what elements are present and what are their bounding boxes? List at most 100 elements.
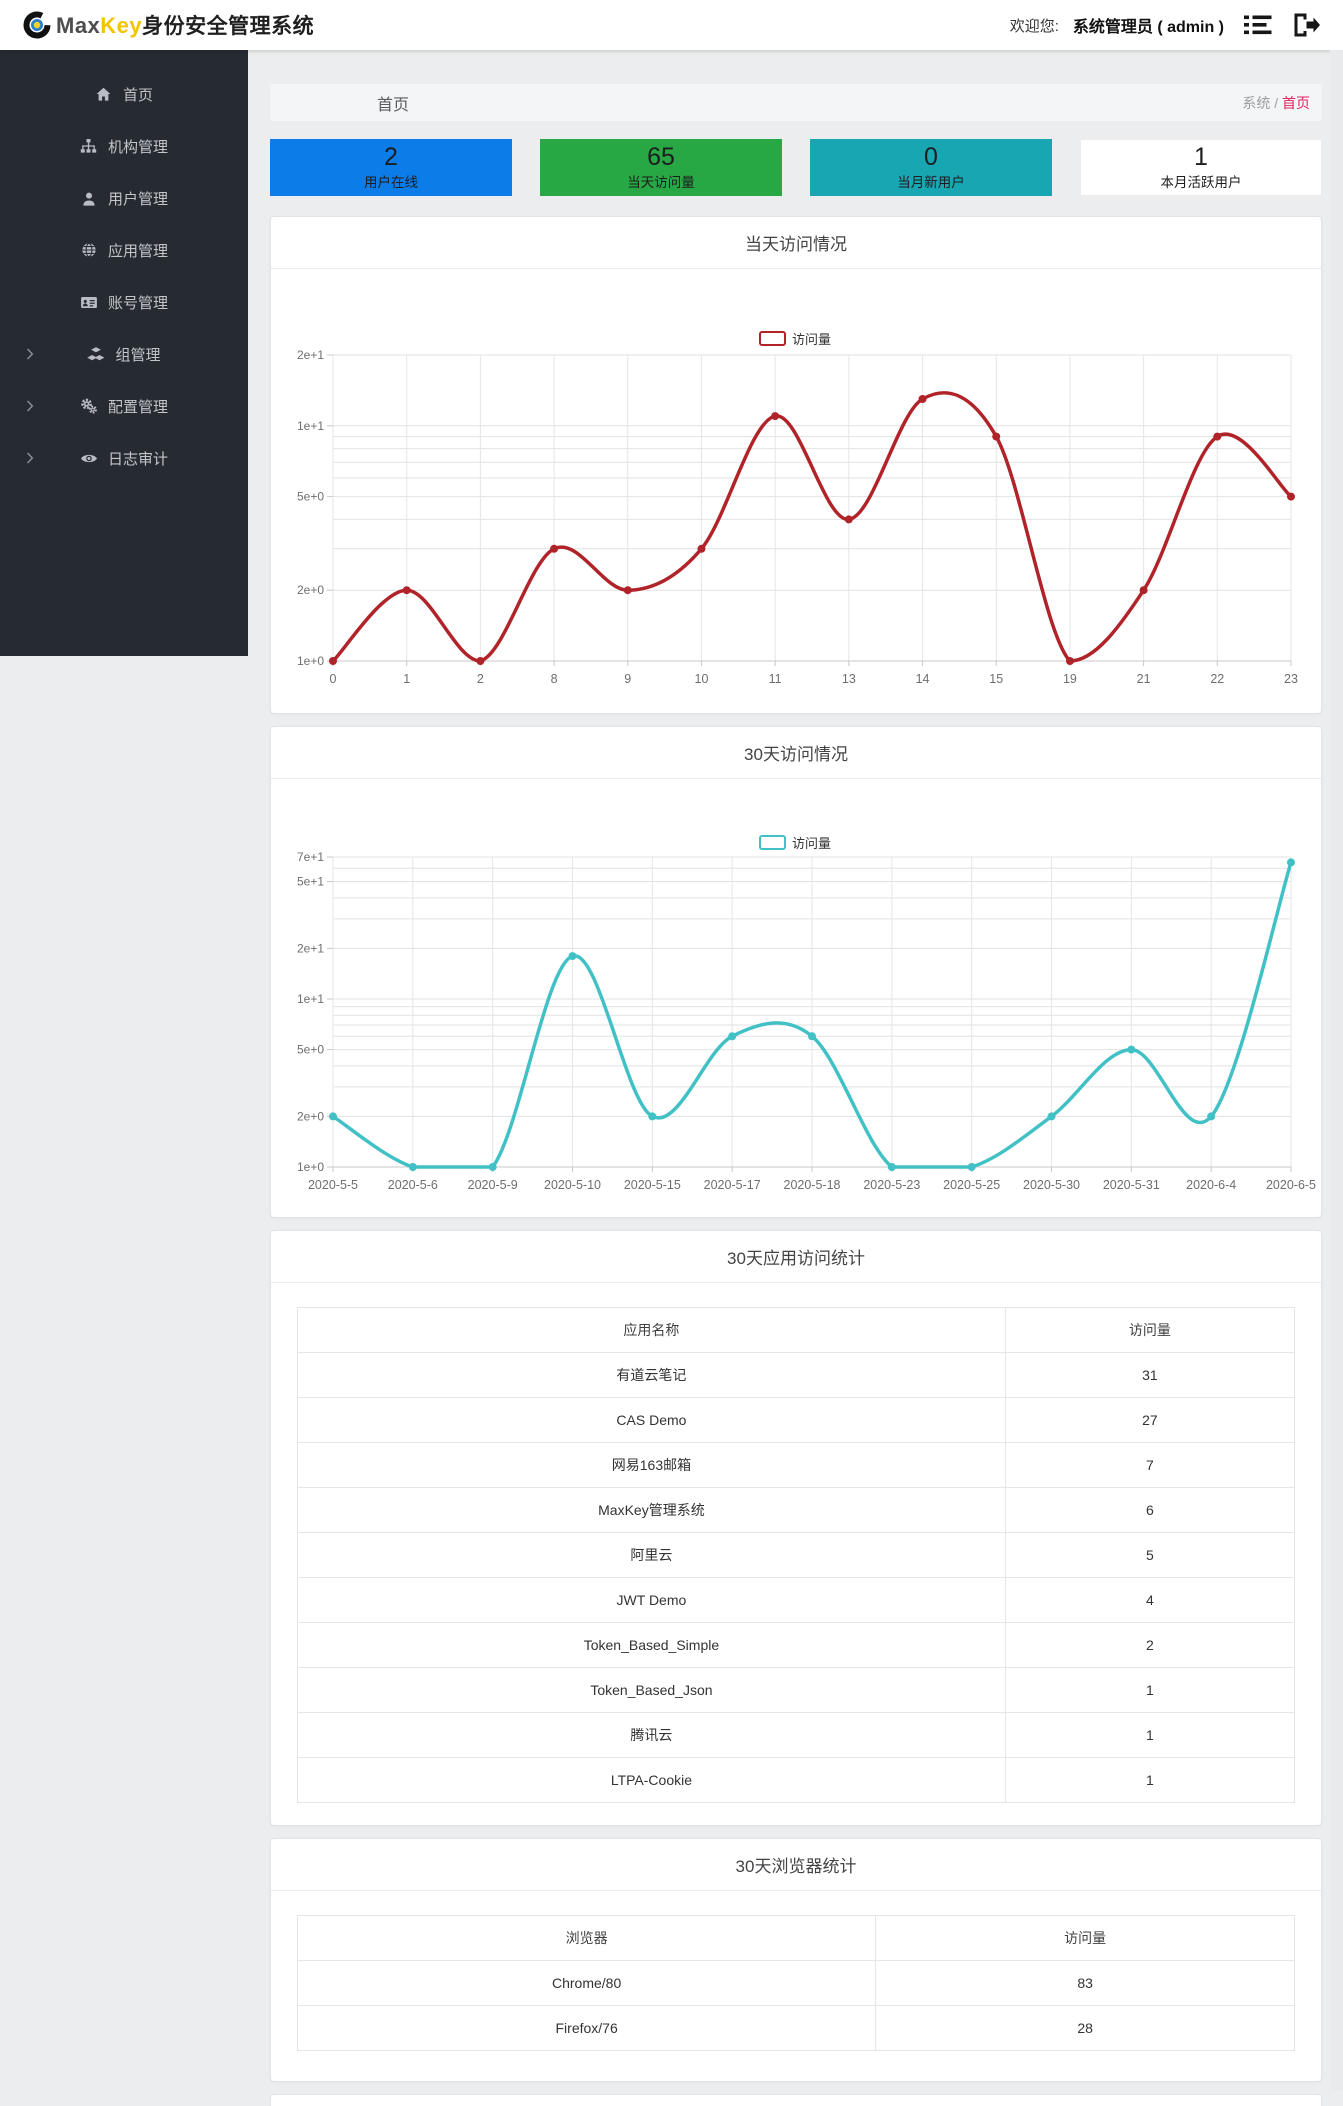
visits-cell: 7 [1004,1442,1296,1488]
data-point-marker [1127,1045,1136,1054]
sidebar-item-idcard[interactable]: 账号管理 [0,276,248,328]
table-row: 有道云笔记 31 [297,1352,1296,1398]
data-point-marker [402,586,411,595]
chart-legend[interactable]: 访问量 [759,331,831,347]
svg-text:1e+0: 1e+0 [297,654,324,668]
stat-value: 0 [924,143,938,172]
panel-app-visit-stats-title: 30天应用访问统计 [271,1231,1321,1283]
sidebar-item-user[interactable]: 用户管理 [0,172,248,224]
visits-cell: 27 [1004,1397,1296,1443]
data-point-marker [408,1163,417,1171]
svg-text:2020-5-23: 2020-5-23 [863,1178,920,1192]
stat-table: 应用名称 访问量 有道云笔记 31 CAS Demo 27 网易163邮箱 7 MaxKey管理… [297,1307,1296,1803]
maxkey-logo-icon [22,10,52,40]
name-cell: 阿里云 [297,1532,1006,1578]
name-cell: Token_Based_Json [297,1667,1006,1713]
data-point-marker [697,544,706,553]
panel-browser-stats-title: 30天浏览器统计 [271,1839,1321,1891]
panel-30day-visits: 30天访问情况 1e+0 2e+0 5e+0 1e+1 2e+1 5e+1 7e+1 2020… [270,726,1322,1218]
table-row: 阿里云 5 [297,1532,1296,1578]
svg-text:2020-5-31: 2020-5-31 [1103,1178,1160,1192]
svg-text:2020-6-4: 2020-6-4 [1186,1178,1236,1192]
data-point-marker [1287,858,1295,867]
chevron-right-icon [26,348,34,360]
list-icon[interactable] [1244,13,1272,37]
table-row: Chrome/80 83 [296,1960,1295,2006]
data-point-marker [488,1163,497,1171]
stat-cards-row: 2 用户在线 65 当天访问量 0 当月新用户 1 本月活跃用户 [270,139,1322,196]
breadcrumb-current[interactable]: 首页 [1282,94,1310,111]
svg-text:23: 23 [1284,672,1298,686]
data-point-marker [992,432,1001,441]
sidebar-item-eye[interactable]: 日志审计 [0,432,248,484]
svg-text:2e+0: 2e+0 [297,1109,324,1123]
data-point-marker [476,657,485,665]
sidebar-item-label: 组管理 [115,346,161,364]
svg-text:11: 11 [769,672,782,686]
name-cell: Token_Based_Simple [297,1622,1006,1668]
svg-text:15: 15 [989,672,1003,686]
svg-text:1: 1 [403,672,410,686]
visits-cell: 4 [1004,1577,1296,1623]
logout-icon[interactable] [1292,12,1321,38]
table-header-cell: 应用名称 [297,1307,1006,1353]
sidebar-item-label: 日志审计 [107,450,168,468]
data-point-marker [844,515,853,524]
name-cell: MaxKey管理系统 [297,1487,1006,1533]
table-header-row: 浏览器 访问量 [296,1915,1295,1961]
sidebar: 首页 机构管理 用户管理 应用管理 账号管理组管理配置管理日志审计 [0,50,248,656]
visits-cell: 31 [1004,1352,1296,1398]
name-cell: CAS Demo [297,1397,1006,1443]
svg-text:5e+0: 5e+0 [297,1043,324,1057]
panel-app-visit-stats: 30天应用访问统计 应用名称 访问量 有道云笔记 31 CAS Demo 27 网易163邮… [270,1230,1322,1826]
sidebar-item-home[interactable]: 首页 [0,68,248,120]
stat-table: 浏览器 访问量 Chrome/80 83 Firefox/76 28 [296,1915,1295,2051]
svg-text:9: 9 [624,672,631,686]
chevron-right-icon [26,400,34,412]
svg-text:7e+1: 7e+1 [297,850,324,864]
stat-value: 1 [1194,143,1208,172]
stat-value: 2 [384,143,398,172]
footer-panel-edge [270,2094,1322,2106]
svg-text:5e+0: 5e+0 [297,490,324,504]
sidebar-item-globe[interactable]: 应用管理 [0,224,248,276]
table-header-cell: 浏览器 [296,1915,877,1961]
sidebar-item-cogs[interactable]: 配置管理 [0,380,248,432]
data-point-marker [1065,657,1074,665]
data-point-marker [329,1112,337,1121]
stat-label: 本月活跃用户 [1160,175,1242,191]
name-cell: Chrome/80 [296,1960,877,2006]
svg-text:2e+0: 2e+0 [297,583,324,597]
panel-today-visits-title: 当天访问情况 [271,217,1321,269]
idcard-icon [80,295,98,310]
chart-legend[interactable]: 访问量 [759,835,831,851]
data-point-marker [648,1112,657,1121]
svg-text:2020-5-9: 2020-5-9 [468,1178,518,1192]
cogs-icon [80,398,98,414]
data-point-marker [1213,432,1222,441]
sidebar-item-sitemap[interactable]: 机构管理 [0,120,248,172]
breadcrumb: 系统 / 首页 [1242,93,1310,113]
main-content: 首页 系统 / 首页 2 用户在线 65 当天访问量 0 当月新用户 1 本月活跃用户 当天访… [248,50,1343,2106]
stat-card-0: 2 用户在线 [270,139,512,196]
scrollbar[interactable] [1330,50,1343,2091]
table-row: Token_Based_Simple 2 [297,1622,1296,1668]
stat-label: 用户在线 [364,175,418,191]
legend-swatch [759,331,786,346]
name-cell: 腾讯云 [297,1712,1006,1758]
sidebar-item-cubes[interactable]: 组管理 [0,328,248,380]
svg-text:2e+1: 2e+1 [297,348,324,362]
cubes-icon [87,347,105,361]
table-row: Firefox/76 28 [296,2005,1295,2051]
series-line [331,391,1293,663]
svg-text:2020-5-25: 2020-5-25 [943,1178,1000,1192]
visits-cell: 83 [875,1960,1295,2006]
svg-text:2e+1: 2e+1 [297,941,324,955]
today-visits-chart: 1e+0 2e+0 5e+0 1e+1 2e+1 0 1 2 8 9 10 11 13 14 15 19 21 2… [297,331,1298,686]
data-point-marker [967,1163,976,1171]
eye-icon [80,452,98,465]
data-point-marker [808,1032,816,1041]
table-row: CAS Demo 27 [297,1397,1296,1443]
svg-text:2: 2 [477,672,484,686]
sitemap-icon [80,139,98,153]
